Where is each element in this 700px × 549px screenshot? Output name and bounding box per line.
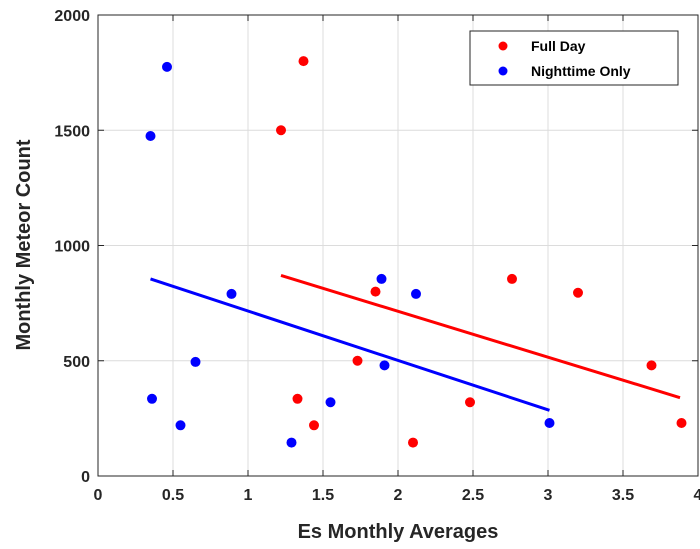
- data-point-nighttime-only: [286, 437, 297, 448]
- data-point-nighttime-only: [379, 360, 390, 371]
- x-tick-label: 1.5: [312, 487, 334, 504]
- x-tick-label: 3: [544, 487, 553, 504]
- data-point-full-day: [408, 437, 418, 448]
- data-point-nighttime-only: [226, 288, 237, 299]
- data-point-nighttime-only: [190, 356, 201, 367]
- data-point-full-day: [352, 355, 363, 366]
- data-point-full-day: [465, 397, 475, 408]
- y-tick-label: 0: [81, 469, 90, 486]
- data-point-full-day: [292, 393, 303, 404]
- data-point-nighttime-only: [162, 61, 172, 72]
- x-axis-ticks: 0 0.5 1 1.5 2 2.5 3 3.5 4: [94, 15, 700, 504]
- x-tick-label: 4: [694, 487, 700, 504]
- legend-marker-full-day: [498, 41, 508, 51]
- y-tick-label: 500: [63, 354, 90, 371]
- x-tick-label: 0: [94, 487, 103, 504]
- data-point-full-day: [370, 286, 381, 297]
- data-point-nighttime-only: [147, 393, 157, 404]
- legend-marker-nighttime-only: [498, 66, 508, 76]
- legend: Full Day Nighttime Only: [469, 30, 679, 86]
- data-point-nighttime-only: [544, 417, 555, 428]
- data-point-full-day: [276, 125, 286, 136]
- x-tick-label: 2: [394, 487, 403, 504]
- x-tick-label: 0.5: [162, 487, 184, 504]
- data-point-full-day: [646, 360, 657, 371]
- data-point-nighttime-only: [145, 131, 156, 142]
- y-tick-label: 1500: [54, 123, 90, 140]
- trend-lines: [150, 274, 681, 412]
- data-point-nighttime-only: [411, 288, 421, 299]
- data-point-full-day: [309, 420, 319, 431]
- data-point-full-day: [298, 56, 309, 67]
- legend-label-nighttime-only: Nighttime Only: [531, 63, 631, 79]
- x-tick-label: 3.5: [612, 487, 634, 504]
- data-points: [145, 56, 687, 448]
- y-tick-label: 2000: [54, 8, 90, 25]
- x-tick-label: 1: [244, 487, 253, 504]
- data-point-full-day: [507, 273, 517, 284]
- y-axis-ticks: 0 500 1000 1500 2000: [54, 8, 698, 486]
- legend-label-full-day: Full Day: [531, 38, 586, 54]
- x-axis-title: Es Monthly Averages: [298, 521, 499, 543]
- data-point-nighttime-only: [376, 273, 387, 284]
- data-point-nighttime-only: [175, 420, 186, 431]
- x-tick-label: 2.5: [462, 487, 484, 504]
- data-point-nighttime-only: [325, 397, 336, 408]
- trend-line-full-day: [280, 274, 681, 400]
- trend-line-nighttime-only: [150, 277, 550, 412]
- y-axis-title: Monthly Meteor Count: [13, 139, 35, 350]
- data-point-full-day: [676, 417, 687, 428]
- legend-box: [469, 30, 679, 86]
- data-point-full-day: [573, 287, 583, 298]
- y-tick-label: 1000: [54, 239, 90, 256]
